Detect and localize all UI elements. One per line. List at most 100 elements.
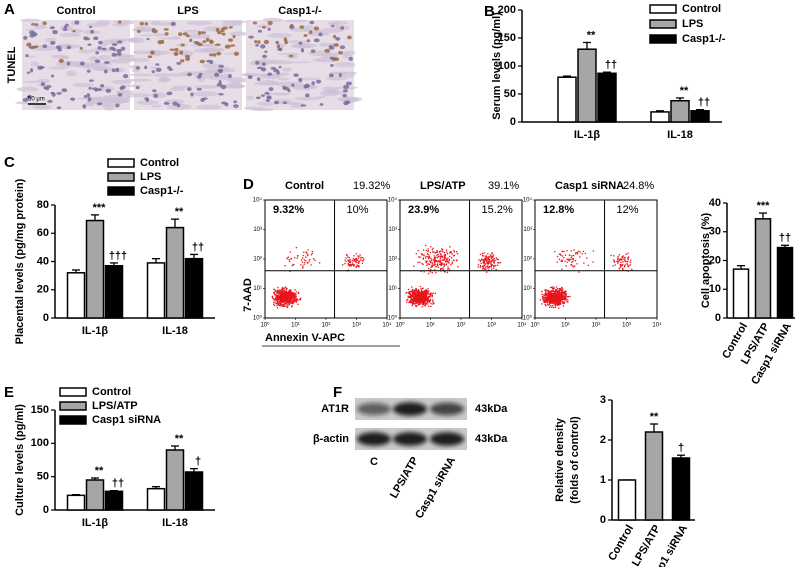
cell-nucleus [196,87,202,91]
event-dot [627,265,629,268]
event-dot [431,259,433,261]
event-dot [436,256,438,259]
event-dot [282,296,285,299]
event-dot [423,304,425,306]
x-tick-label: 10¹ [426,323,435,329]
event-dot [546,300,549,302]
event-dot [418,291,420,293]
x-tick-label: IL-1β [574,129,601,141]
event-dot [275,298,277,300]
event-dot [297,255,299,257]
cell-nucleus [163,102,170,105]
event-dot [561,260,564,262]
cell-nucleus [342,89,348,93]
y-tick-label: 40 [709,197,721,209]
event-dot [280,297,282,299]
plot-title: Control [285,180,324,192]
bar [66,494,86,511]
event-dot [551,287,554,290]
event-dot [568,258,570,260]
event-dot [559,253,562,255]
tissue-fiber [241,72,259,77]
significance: ** [587,29,596,41]
cell-nucleus [339,45,346,50]
event-dot [488,265,491,268]
event-dot [416,290,419,292]
event-dot [547,299,549,302]
event-dot [285,297,287,299]
event-dot [288,293,290,295]
event-dot [568,260,570,262]
event-dot [561,295,564,298]
event-dot [428,267,430,270]
event-dot [351,259,353,262]
cell-nucleus [197,31,201,36]
event-dot [420,296,422,299]
event-dot [560,254,562,257]
event-dot [274,299,276,301]
event-dot [276,294,278,297]
event-dot [433,302,435,304]
scale-label: 50 μm [28,97,45,103]
tissue-fiber [152,33,169,37]
event-dot [287,297,289,299]
event-dot [448,268,450,270]
event-dot [439,250,441,252]
event-dot [361,262,364,265]
event-dot [555,292,557,294]
event-dot [559,292,561,294]
legend-label: LPS/ATP [92,400,138,412]
cell-nucleus [347,35,352,40]
event-dot [426,264,428,266]
tissue-fiber [193,85,219,89]
event-dot [566,258,568,260]
event-dot [284,296,287,298]
y-tick-label: 10⁴ [523,197,533,204]
cell-nucleus [103,69,108,74]
event-dot [453,259,455,262]
event-dot [425,261,427,264]
event-dot [488,259,490,262]
cell-nucleus [100,84,105,88]
event-dot [558,302,560,304]
event-dot [562,290,564,293]
band-size: 43kDa [475,433,508,445]
event-dot [574,260,577,262]
event-dot [433,255,435,257]
event-dot [423,291,425,293]
event-dot [307,253,309,256]
event-dot [350,264,352,266]
event-dot [558,290,561,292]
scatter-plot [264,199,388,319]
event-dot [426,298,429,301]
event-dot [427,288,429,290]
event-dot [441,259,443,261]
event-dot [284,293,286,295]
event-dot [486,257,488,259]
panel-letter: B [484,3,495,20]
cell-nucleus [324,48,331,53]
event-dot [558,301,561,303]
event-dot [427,290,430,292]
legend-swatch [107,158,135,168]
event-dot [428,263,431,265]
event-dot [483,268,486,270]
event-dot [347,269,350,271]
cell-nucleus [117,92,123,97]
event-dot [629,264,631,266]
event-dot [486,259,488,261]
event-dot [411,286,413,288]
y-tick-label: 0 [43,312,49,324]
event-dot [405,292,407,294]
event-dot [565,297,567,299]
y-tick-label: 10³ [523,227,532,233]
bar [104,264,124,319]
y-tick-label: 10⁴ [253,197,263,204]
event-dot [422,292,425,295]
event-dot [490,263,492,265]
cell-nucleus [261,26,266,29]
event-dot [557,296,560,298]
tissue-fiber [186,20,212,26]
event-dot [435,260,438,262]
event-dot [560,288,562,290]
